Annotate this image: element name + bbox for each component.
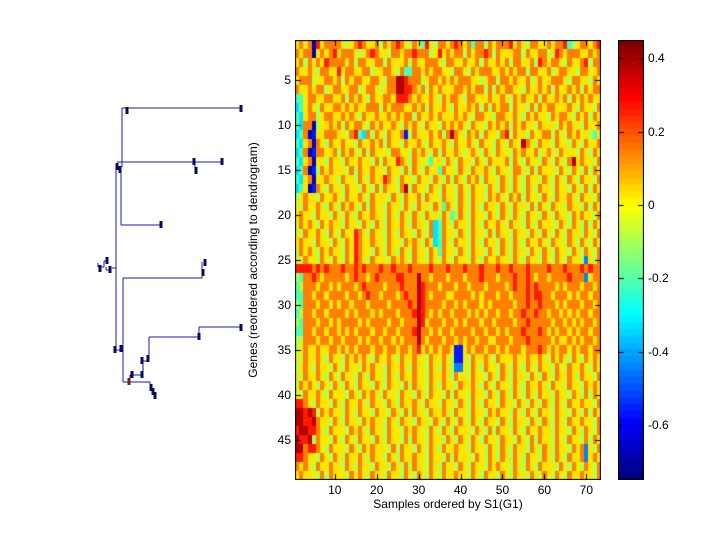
dendrogram-node-marker <box>203 259 207 266</box>
dendrogram-node-marker <box>108 266 112 273</box>
dendrogram-node-marker <box>146 355 150 362</box>
dendrogram-node-marker <box>239 324 243 331</box>
dendrogram-node-marker <box>151 388 155 395</box>
dendrogram-node-marker <box>153 392 157 399</box>
y-tick-label: 5 <box>284 73 291 88</box>
dendrogram-node-marker <box>98 265 102 272</box>
x-tick-label: 40 <box>453 483 468 497</box>
dendrogram-node-marker <box>220 158 224 165</box>
dendrogram-node-marker <box>239 105 243 112</box>
colorbar-tick-label: -0.6 <box>648 417 669 432</box>
dendrogram-node-marker <box>201 269 205 276</box>
dendrogram-node-marker <box>194 167 198 174</box>
dendrogram-node-marker <box>149 384 153 391</box>
x-tick-label: 10 <box>328 483 342 497</box>
colorbar <box>618 40 644 480</box>
colorbar-tick-label: 0.2 <box>648 124 665 139</box>
dendrogram-node-marker <box>140 357 144 364</box>
y-tick-label: 40 <box>277 387 291 402</box>
x-tick-label: 50 <box>495 483 510 497</box>
x-tick-label: 70 <box>579 483 593 497</box>
dendrogram-node-marker <box>119 345 123 352</box>
x-axis-label: Samples ordered by S1(G1) <box>373 497 523 511</box>
x-tick-label: 30 <box>411 483 426 497</box>
x-tick-label: 60 <box>537 483 552 497</box>
y-tick-label: 30 <box>277 297 291 312</box>
y-tick-label: 25 <box>277 253 291 267</box>
y-tick-label: 45 <box>277 432 291 447</box>
y-tick-label: 20 <box>277 208 291 223</box>
colorbar-tick-label: 0.4 <box>648 50 665 65</box>
y-tick-label: 15 <box>277 163 291 178</box>
dendrogram-node-marker <box>125 107 129 114</box>
y-axis-label: Genes (reordered according to dendrogram… <box>246 142 260 378</box>
dendrogram-node-marker <box>105 257 109 264</box>
dendrogram-node-marker <box>197 333 201 340</box>
dendrogram-node-marker <box>159 221 163 228</box>
dendrogram-node-marker <box>113 346 117 353</box>
dendrogram-node-marker <box>192 158 196 165</box>
dendrogram-node-marker <box>115 163 119 170</box>
dendrogram-node-marker <box>130 371 134 378</box>
x-tick-label: 20 <box>370 483 384 497</box>
colorbar-tick-label: -0.4 <box>648 344 669 359</box>
dendrogram-node-marker <box>118 166 122 173</box>
colorbar-tick-label: 0 <box>648 197 655 212</box>
y-tick-label: 35 <box>277 342 291 357</box>
dendrogram-node-marker <box>140 371 144 378</box>
heatmap-plot <box>295 40 601 480</box>
colorbar-tick-label: -0.2 <box>648 270 669 285</box>
dendrogram-node-marker-red <box>127 378 131 385</box>
y-tick-label: 10 <box>277 118 291 133</box>
